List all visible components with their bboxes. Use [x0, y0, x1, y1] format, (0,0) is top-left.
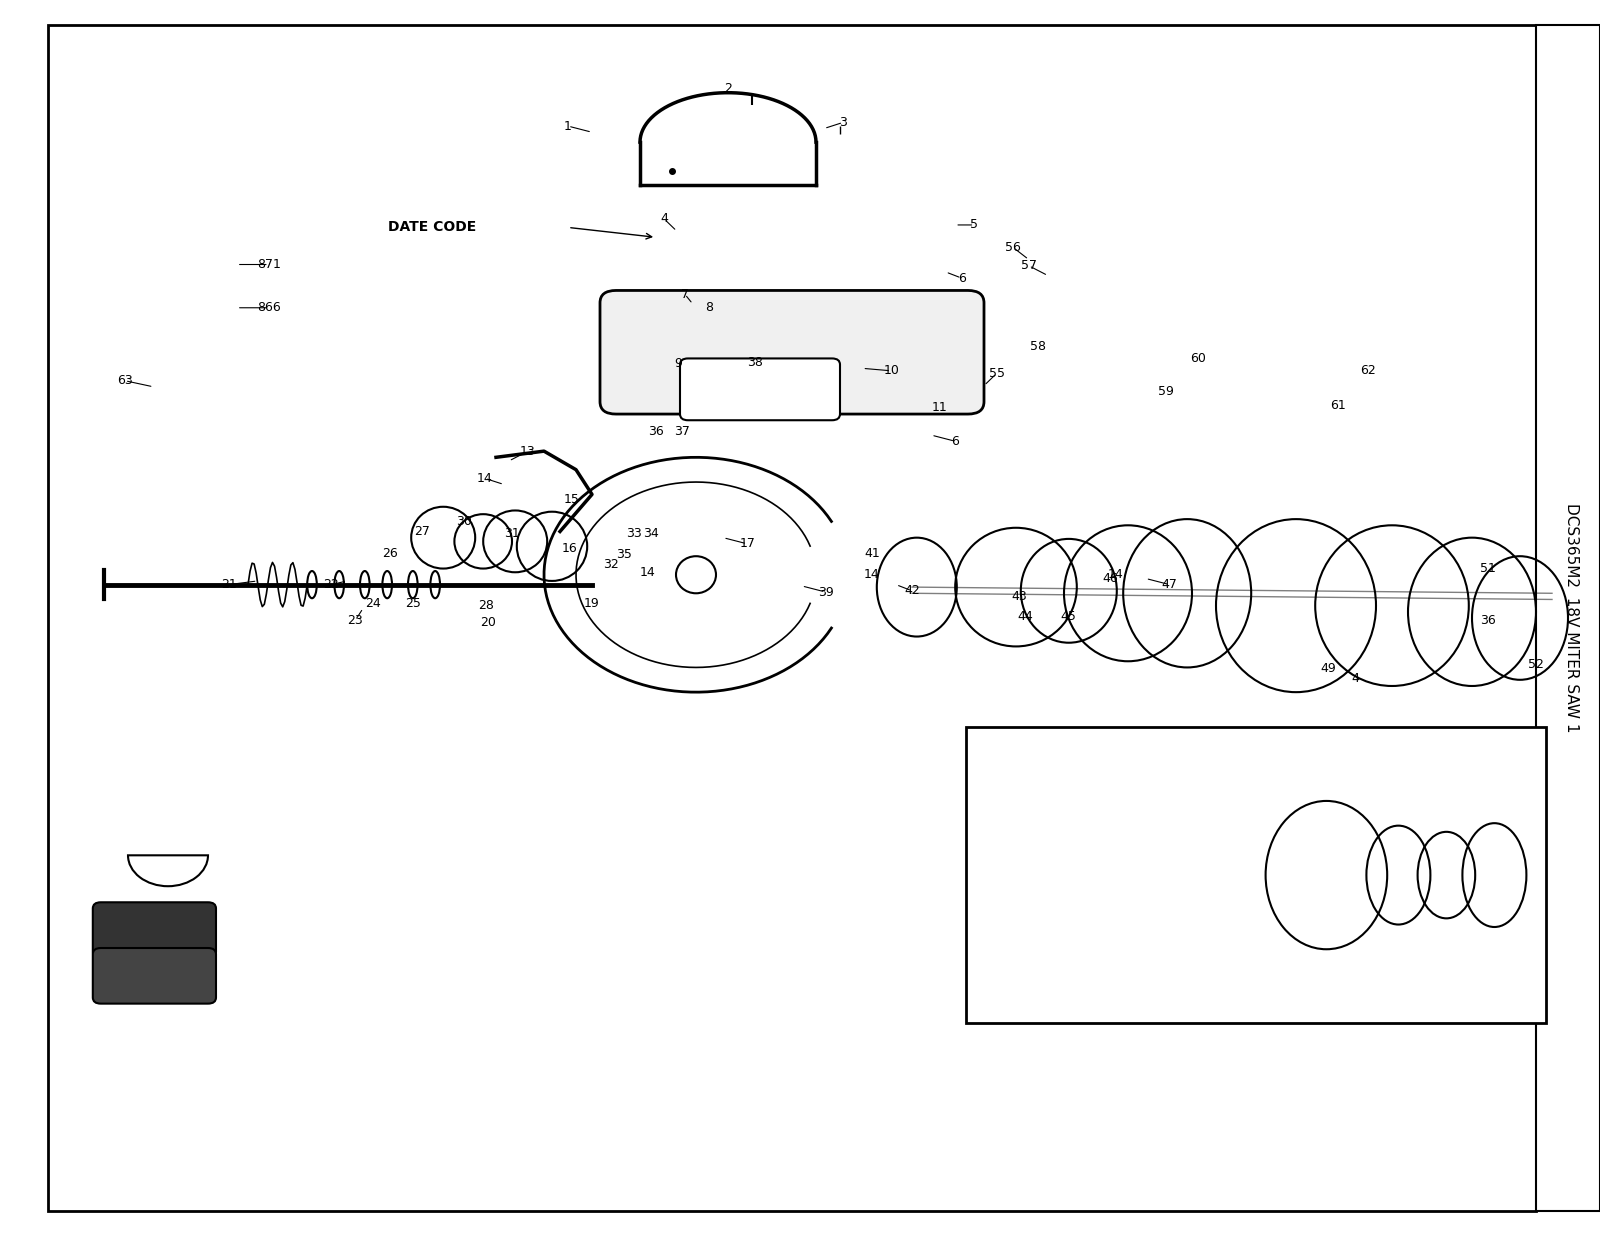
- Text: 23: 23: [347, 614, 363, 627]
- Text: 45: 45: [1061, 611, 1077, 623]
- Text: 60: 60: [1190, 352, 1206, 365]
- Text: 58: 58: [1030, 340, 1046, 352]
- Text: 53: 53: [1360, 749, 1376, 761]
- Text: 49: 49: [1320, 662, 1336, 675]
- Text: 44: 44: [1018, 611, 1034, 623]
- Text: 30: 30: [456, 515, 472, 528]
- Text: 14: 14: [864, 569, 880, 581]
- Text: 51: 51: [1480, 562, 1496, 575]
- Text: DCS365M2  18V MITER SAW 1: DCS365M2 18V MITER SAW 1: [1563, 503, 1579, 733]
- Text: 31: 31: [504, 528, 520, 540]
- Text: 54: 54: [1470, 742, 1486, 754]
- FancyBboxPatch shape: [680, 358, 840, 420]
- Text: 15: 15: [563, 493, 579, 506]
- Text: 6: 6: [958, 272, 965, 284]
- Text: 10: 10: [883, 365, 899, 377]
- Text: 33: 33: [626, 528, 642, 540]
- Text: 7: 7: [682, 288, 688, 300]
- Wedge shape: [128, 855, 208, 886]
- Text: 61: 61: [1330, 399, 1346, 412]
- Text: 35: 35: [616, 549, 632, 561]
- Text: 14: 14: [477, 472, 493, 485]
- Text: 22: 22: [323, 578, 339, 591]
- Text: 56: 56: [1005, 241, 1021, 253]
- Text: 62: 62: [1360, 365, 1376, 377]
- Text: 52: 52: [1528, 659, 1544, 671]
- Bar: [1536, 25, 1600, 1211]
- Text: 16: 16: [562, 543, 578, 555]
- FancyBboxPatch shape: [93, 902, 216, 958]
- Text: 37: 37: [674, 425, 690, 438]
- Text: 13: 13: [520, 445, 536, 457]
- FancyBboxPatch shape: [93, 948, 216, 1004]
- Text: 20: 20: [480, 617, 496, 629]
- Text: 14: 14: [1107, 569, 1123, 581]
- Text: 4: 4: [1352, 672, 1358, 685]
- Text: 11: 11: [931, 402, 947, 414]
- Text: 24: 24: [365, 597, 381, 609]
- Bar: [966, 727, 1546, 1023]
- Text: 14: 14: [640, 566, 656, 578]
- Text: 21: 21: [221, 578, 237, 591]
- Text: 36: 36: [648, 425, 664, 438]
- Text: 8: 8: [704, 302, 714, 314]
- Text: 59: 59: [1158, 386, 1174, 398]
- Text: 19: 19: [584, 597, 600, 609]
- Text: 57: 57: [1021, 260, 1037, 272]
- Text: 871: 871: [258, 258, 280, 271]
- Text: 39: 39: [818, 586, 834, 598]
- Text: 1: 1: [565, 120, 571, 132]
- Text: 27: 27: [414, 525, 430, 538]
- Text: 32: 32: [603, 559, 619, 571]
- Text: 63: 63: [117, 375, 133, 387]
- Text: 41: 41: [864, 548, 880, 560]
- Text: 2: 2: [725, 83, 731, 95]
- Text: 17: 17: [739, 538, 755, 550]
- Text: 36: 36: [1480, 614, 1496, 627]
- Text: 5: 5: [970, 219, 979, 231]
- Text: 25: 25: [405, 597, 421, 609]
- Text: 866: 866: [258, 302, 280, 314]
- Text: 6: 6: [952, 435, 958, 447]
- Text: DATE CODE: DATE CODE: [387, 220, 477, 235]
- Text: 42: 42: [904, 585, 920, 597]
- Text: 38: 38: [747, 356, 763, 368]
- Text: 47: 47: [1162, 578, 1178, 591]
- FancyBboxPatch shape: [600, 290, 984, 414]
- Text: 43: 43: [1011, 591, 1027, 603]
- Text: 3: 3: [840, 116, 846, 129]
- Text: 28: 28: [478, 599, 494, 612]
- Text: 26: 26: [382, 548, 398, 560]
- Text: 9: 9: [675, 357, 682, 370]
- Text: 46: 46: [1102, 572, 1118, 585]
- Text: 55: 55: [989, 367, 1005, 379]
- Text: 4: 4: [661, 213, 667, 225]
- Text: 34: 34: [643, 528, 659, 540]
